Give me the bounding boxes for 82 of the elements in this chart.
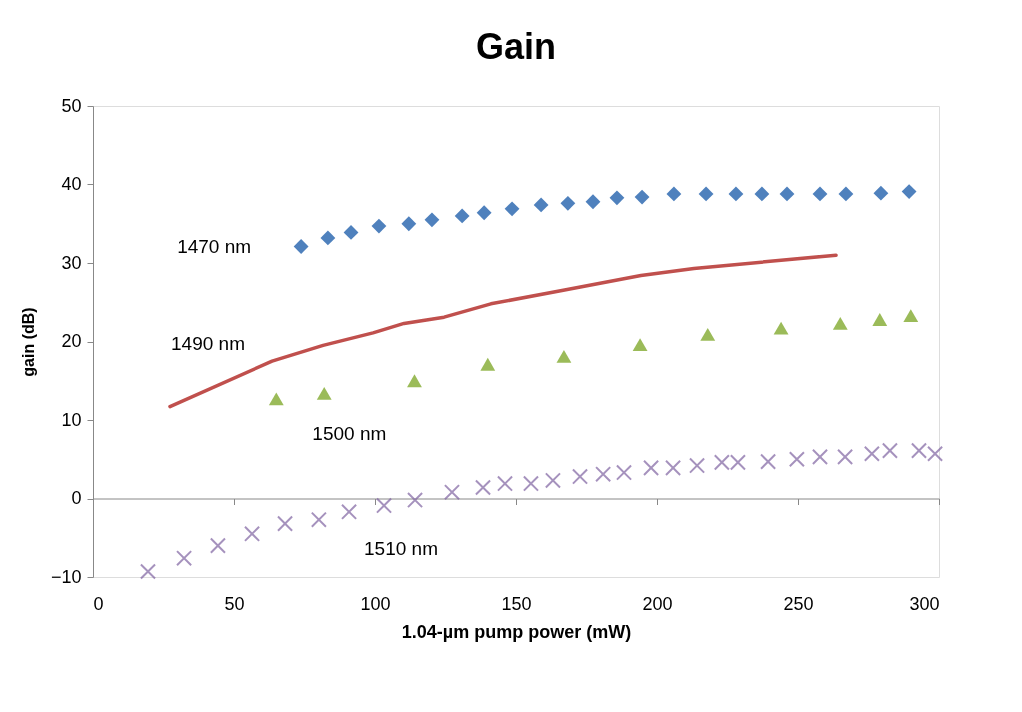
line-series (168, 253, 838, 409)
point (837, 448, 854, 465)
point (788, 451, 805, 468)
y-tick-label: 50 (61, 95, 82, 116)
x-tick-label: 300 (909, 593, 940, 614)
point (585, 194, 601, 210)
point (407, 374, 422, 388)
point (832, 317, 848, 330)
point (406, 492, 424, 509)
point (863, 445, 880, 462)
point (872, 313, 888, 326)
point (320, 230, 336, 246)
point (176, 550, 193, 567)
point (276, 515, 294, 532)
point (700, 328, 716, 341)
series-label: 1500 nm (312, 422, 387, 444)
point (454, 208, 470, 224)
point (571, 468, 589, 485)
y-axis-title: gain (dB) (19, 307, 37, 377)
point (268, 392, 284, 406)
point (209, 537, 226, 554)
point (496, 475, 514, 492)
series-label: 1490 nm (171, 332, 245, 354)
point (560, 195, 576, 211)
point (343, 224, 359, 240)
point (698, 186, 714, 202)
point (779, 186, 795, 202)
point (812, 186, 828, 202)
point (665, 459, 682, 476)
point (340, 503, 358, 520)
point (139, 563, 157, 580)
point (424, 212, 440, 228)
point (480, 357, 496, 371)
x-axis-title: 1.04-µm pump power (mW) (401, 621, 632, 642)
point (474, 479, 492, 496)
text: 1470 nm (177, 235, 252, 257)
x-tick-label: 250 (783, 593, 814, 614)
x-tick-label: 100 (360, 593, 391, 614)
y-tick-label: −10 (50, 566, 82, 587)
point (243, 525, 261, 542)
point (522, 475, 540, 492)
point (643, 459, 660, 476)
point (754, 186, 770, 202)
series-label: 1510 nm (364, 537, 438, 559)
point (293, 239, 309, 254)
point (811, 448, 829, 465)
x-tick-label: 150 (501, 593, 532, 614)
point (310, 511, 327, 528)
point (609, 190, 625, 206)
point (443, 484, 461, 501)
point (615, 464, 633, 481)
x-tick-label: 200 (642, 593, 673, 614)
point (688, 457, 706, 474)
chart-title: Gain (475, 26, 557, 67)
point (375, 497, 393, 514)
point (881, 442, 898, 459)
point (632, 338, 648, 352)
point (371, 218, 387, 234)
y-tick-label: 10 (61, 409, 82, 430)
y-tick-label: 30 (61, 252, 82, 273)
point (476, 205, 492, 221)
x-tick-label: 50 (224, 593, 245, 614)
point (901, 184, 917, 199)
point (504, 201, 520, 217)
point (595, 466, 612, 483)
point (873, 185, 889, 201)
point (903, 309, 919, 323)
point (773, 321, 789, 335)
point (533, 197, 549, 213)
point (666, 186, 682, 202)
point (316, 386, 332, 400)
point (401, 216, 417, 232)
y-tick-label: 20 (61, 331, 82, 351)
point (728, 186, 744, 202)
x-tick-label: 0 (93, 593, 104, 614)
point (634, 189, 650, 205)
y-tick-label: 40 (61, 174, 82, 194)
point (838, 186, 854, 202)
point (760, 453, 777, 470)
y-tick-label: 0 (71, 488, 82, 508)
point (544, 472, 562, 489)
point (556, 349, 572, 363)
